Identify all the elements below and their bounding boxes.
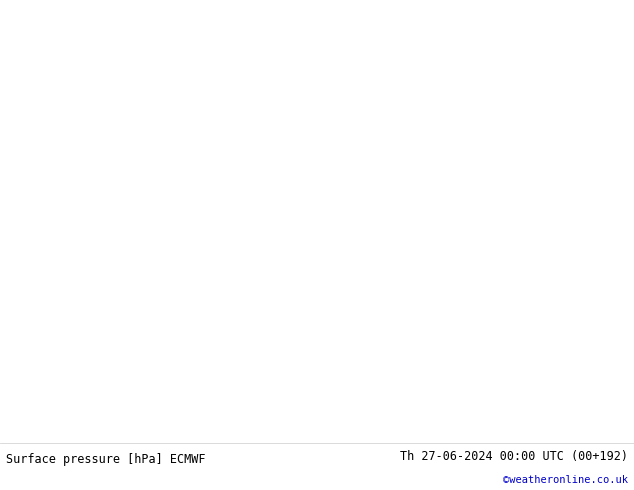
Text: Th 27-06-2024 00:00 UTC (00+192): Th 27-06-2024 00:00 UTC (00+192) [399,450,628,463]
Text: ©weatheronline.co.uk: ©weatheronline.co.uk [503,475,628,485]
Text: Surface pressure [hPa] ECMWF: Surface pressure [hPa] ECMWF [6,453,206,466]
